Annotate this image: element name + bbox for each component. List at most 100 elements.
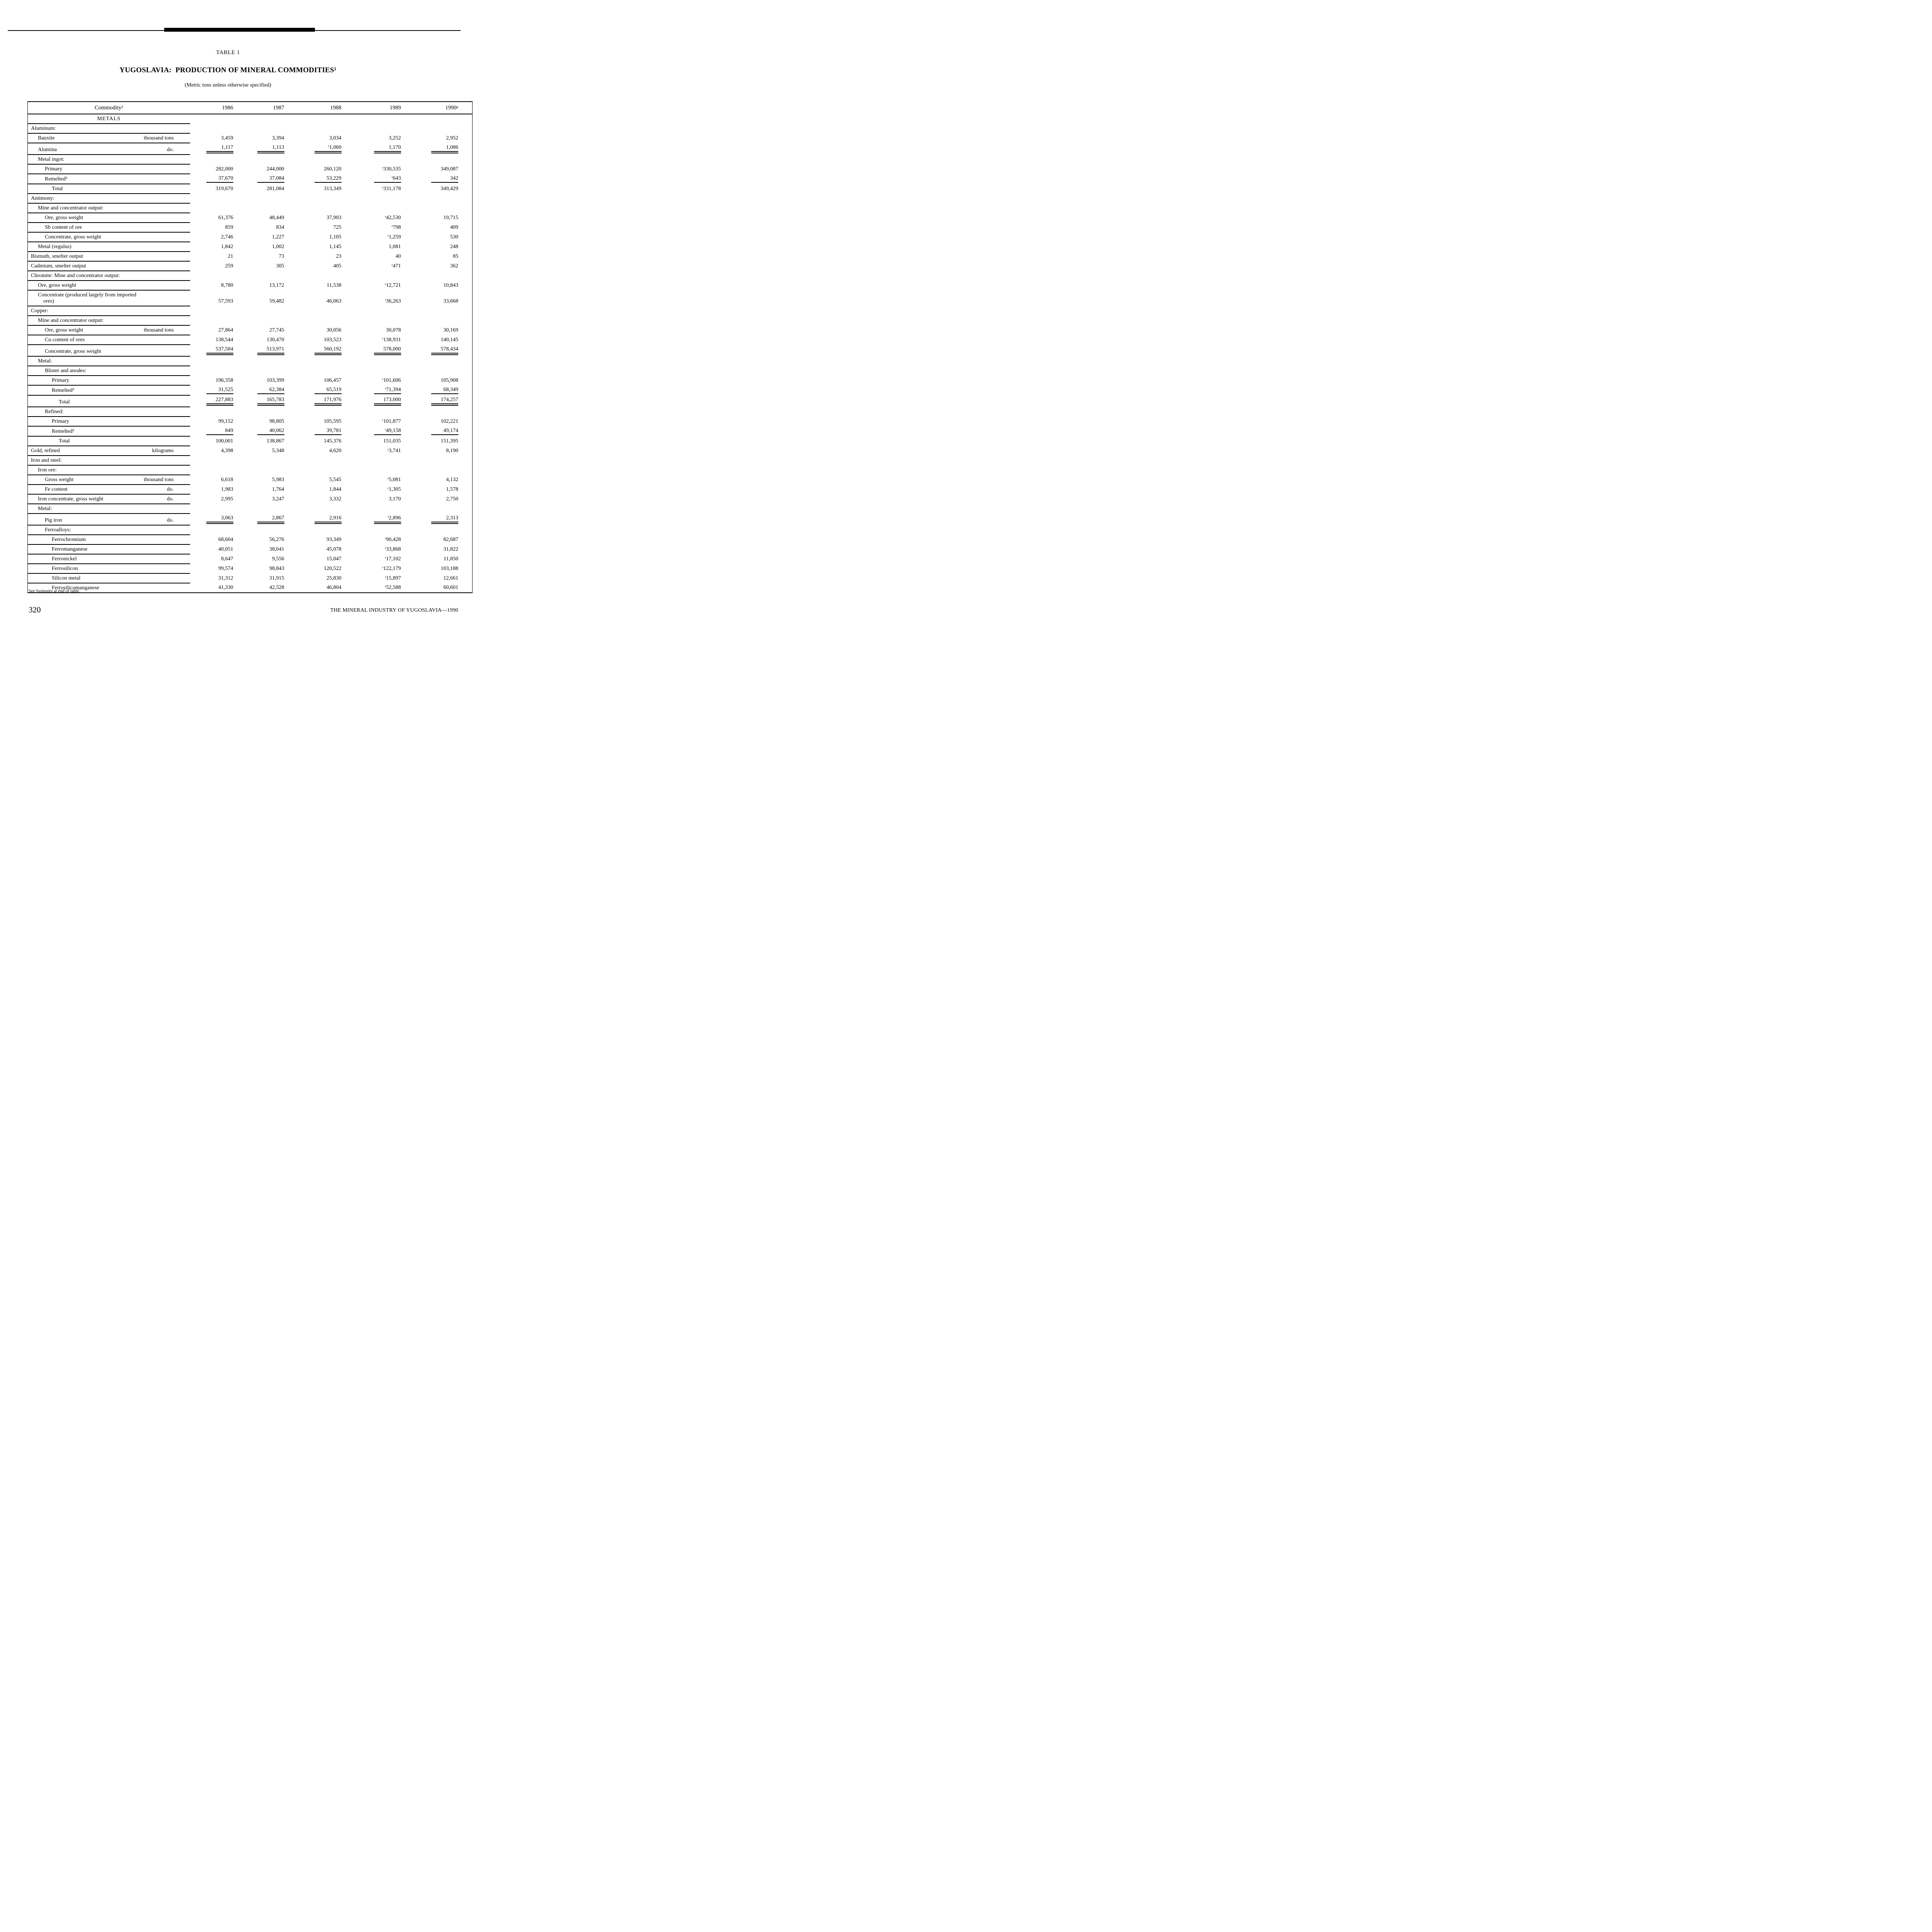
value-1986: 3,459: [221, 135, 233, 141]
value-1990: 4,132: [446, 476, 459, 483]
page-title: YUGOSLAVIA: PRODUCTION OF MINERAL COMMOD…: [119, 66, 337, 74]
commodity-label: Silicon metal: [27, 573, 132, 583]
value-1988: 25,830: [327, 575, 342, 581]
value-1986: 849: [190, 426, 244, 436]
value-1988: [295, 306, 352, 316]
value-1990: 174,257: [412, 395, 473, 407]
unit-label: [132, 335, 190, 345]
unit-label: kilograms: [132, 446, 190, 456]
value-1989: [352, 306, 412, 316]
value-1988: [295, 456, 352, 465]
unit-label: [132, 525, 190, 535]
table-row: Total 227,883 165,783 171,976 173,000 17…: [27, 395, 473, 407]
commodity-label: Cu content of ores: [27, 335, 132, 345]
value-1990: 30,169: [443, 327, 459, 333]
value-1987: [244, 407, 295, 417]
value-1989: [352, 155, 412, 164]
unit-label: [132, 535, 190, 545]
table-row: Cu content of ores 138,544 130,470 103,5…: [27, 335, 473, 345]
unit-label: [132, 376, 190, 386]
unit-label: [132, 271, 190, 281]
value-1987: 513,971: [244, 345, 295, 356]
value-1988: 405: [333, 263, 342, 269]
unit-label: [132, 465, 190, 475]
value-1988: 3,034: [329, 135, 342, 141]
value-1986: 57,593: [218, 298, 233, 304]
commodity-label: Primary: [27, 376, 132, 386]
value-1989: ʳ36,263: [384, 298, 401, 304]
mineral-production-table: Commodity² 1986 1987 1988 1989 1990ᵖ MET…: [27, 101, 473, 593]
commodity-label: Concentrate (produced largely from impor…: [27, 290, 136, 306]
table-row: Refined:: [27, 407, 473, 417]
value-1987: 1,227: [272, 234, 284, 240]
table-row: Iron and steel:: [27, 456, 473, 466]
value-1989: ʳ17,102: [384, 556, 401, 562]
value-1989: 1,081: [389, 243, 401, 250]
table-row: Ferrosilicomanganese 41,330 42,528 46,80…: [27, 583, 473, 593]
value-1988: 45,078: [327, 546, 342, 552]
value-1988: 93,349: [327, 536, 342, 543]
commodity-label: METALS: [27, 114, 190, 124]
value-1988: [295, 504, 352, 514]
commodity-label: Bauxite: [27, 133, 132, 143]
value-1988: [295, 124, 352, 133]
value-1986: 31,312: [218, 575, 233, 581]
value-1989: ʳ71,394: [352, 385, 412, 395]
value-1988: [295, 316, 352, 325]
value-1987: [244, 155, 295, 164]
value-1987: 305: [276, 263, 284, 269]
value-1986: [190, 316, 244, 325]
commodity-label: Iron and steel:: [27, 456, 132, 466]
value-1988: [295, 525, 352, 535]
value-1988: 1,105: [329, 234, 342, 240]
value-1987: 27,745: [269, 327, 284, 333]
value-1987: 9,556: [272, 556, 284, 562]
table-row: Aluminum:: [27, 124, 473, 134]
value-1989: ʳ331,178: [382, 185, 401, 192]
value-1986: 2,746: [221, 234, 233, 240]
value-1989: ʳ471: [391, 263, 401, 269]
table-row: Sb content of ore 859 834 725 ʳ798 409: [27, 223, 473, 233]
value-1990: [412, 456, 473, 465]
value-1986: 2,995: [221, 496, 233, 502]
commodity-label: Chromite: Mine and concentrator output:: [27, 271, 132, 281]
table-row: Ferronickel 8,647 9,556 15,047 ʳ17,102 1…: [27, 554, 473, 564]
value-1989: [352, 407, 412, 417]
value-1987: 62,384: [244, 385, 295, 395]
value-1987: [244, 456, 295, 465]
value-1988: 171,976: [295, 395, 352, 407]
commodity-label: Metal:: [27, 504, 132, 514]
table-row: Antimony:: [27, 194, 473, 204]
value-1986: 3,063: [190, 514, 244, 525]
value-1987: 244,000: [267, 166, 284, 172]
value-1989: ʳ5,081: [387, 476, 401, 483]
unit-label: [132, 504, 190, 514]
table-row: Chromite: Mine and concentrator output:: [27, 271, 473, 281]
table-number-label: TABLE 1: [216, 49, 240, 56]
table-row: Metal:: [27, 356, 473, 366]
commodity-label: Bismuth, smelter output: [27, 252, 132, 262]
value-1990: [412, 407, 473, 417]
commodity-label: Fe content: [27, 485, 132, 495]
value-1990: 82,687: [443, 536, 459, 543]
value-1988: 725: [333, 224, 342, 230]
value-1987: [244, 124, 295, 133]
header-row: Commodity² 1986 1987 1988 1989 1990ᵖ: [27, 102, 473, 114]
commodity-label: Ore, gross weight: [27, 281, 132, 291]
value-1986: [190, 456, 244, 465]
table-row: Mine and concentrator output:: [27, 316, 473, 326]
value-1986: 4,398: [221, 447, 233, 454]
value-1987: 48,449: [269, 214, 284, 221]
value-1986: 6,618: [221, 476, 233, 483]
value-1986: [190, 525, 244, 535]
commodity-label: Iron ore:: [27, 465, 132, 475]
table-row: Silicon metal 31,312 31,915 25,830 ʳ15,8…: [27, 573, 473, 583]
value-1988: [295, 194, 352, 203]
commodity-label: Ore, gross weight: [27, 325, 132, 335]
value-1988: 46,063: [327, 298, 342, 304]
value-1988: 105,595: [324, 418, 342, 424]
table-row: Concentrate, gross weight 537,504 513,97…: [27, 345, 473, 357]
value-1986: 282,000: [216, 166, 233, 172]
value-1987: 42,528: [269, 584, 284, 590]
unit-label: [132, 213, 190, 223]
